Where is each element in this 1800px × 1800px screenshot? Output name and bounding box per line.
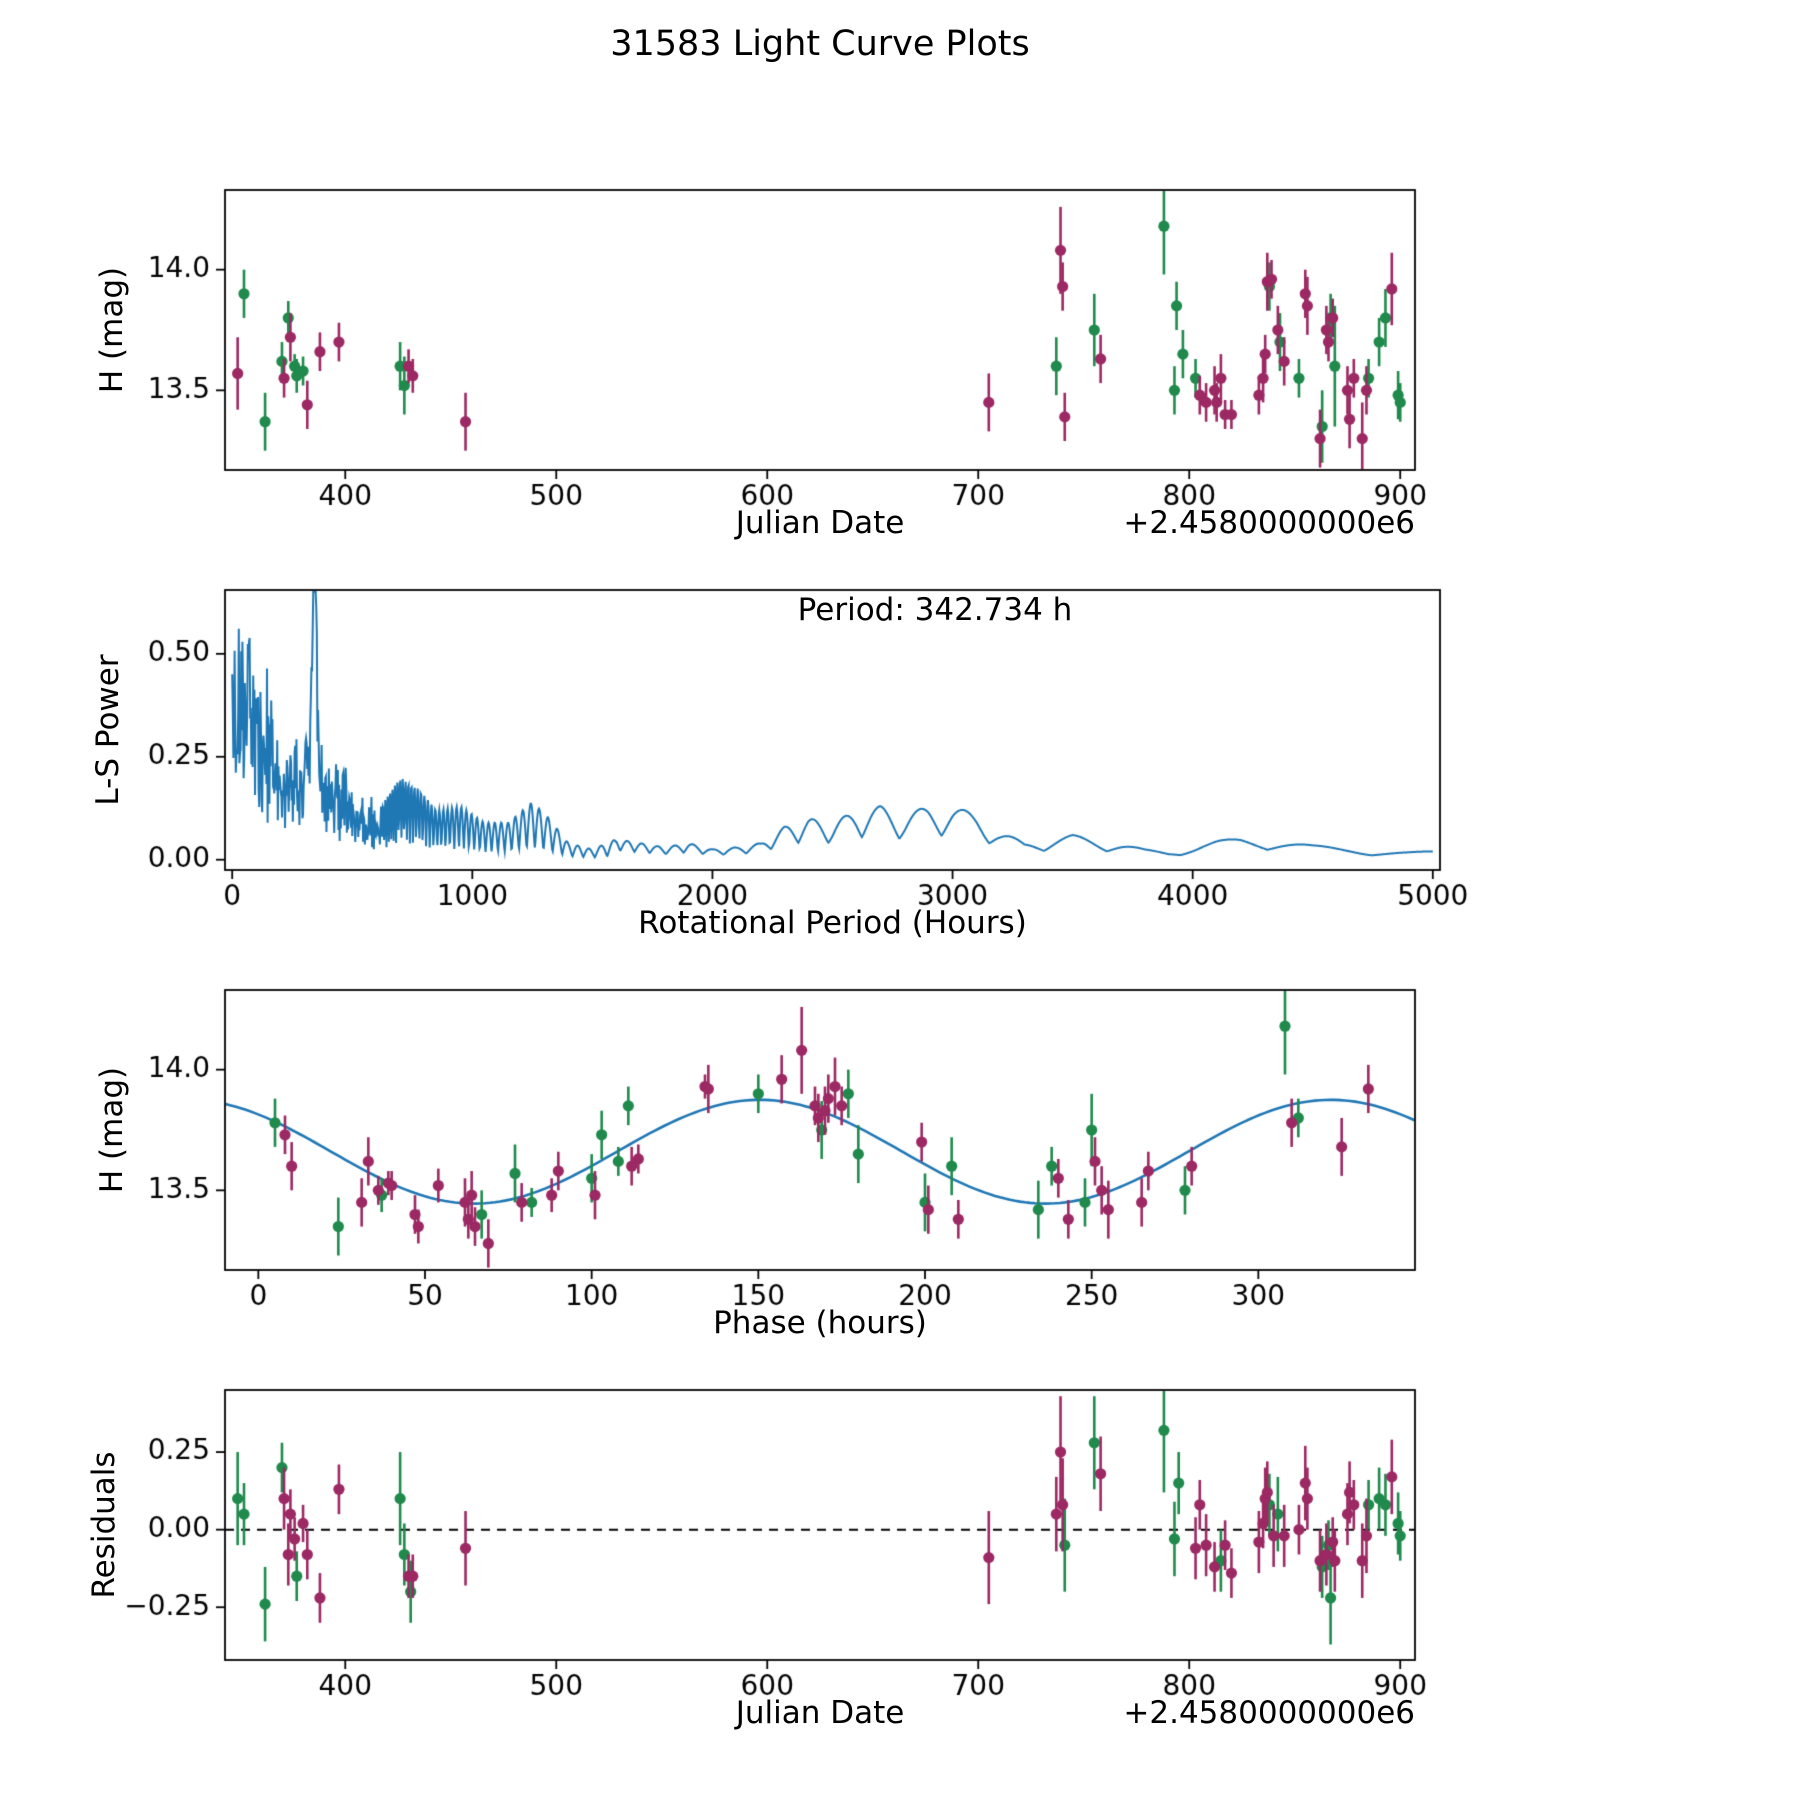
figure-title: 31583 Light Curve Plots [610,24,1030,64]
y-axis-label-residuals: Residuals [86,1451,122,1599]
y-axis-label-ls-power: L-S Power [90,654,126,806]
x-axis-offset-julian-date: +2.4580000000e6 [1123,505,1415,541]
best-period-annotation: Period: 342.734 h [797,592,1073,628]
y-axis-label-magnitude-jd: H (mag) [94,266,130,394]
x-axis-offset-julian-date-residuals: +2.4580000000e6 [1123,1695,1415,1731]
x-axis-label-julian-date: Julian Date [735,505,905,541]
y-axis-label-magnitude-phase: H (mag) [94,1066,130,1194]
x-axis-label-phase: Phase (hours) [713,1305,927,1341]
x-axis-label-rotational-period: Rotational Period (Hours) [638,905,1027,941]
x-axis-label-julian-date-residuals: Julian Date [735,1695,905,1731]
